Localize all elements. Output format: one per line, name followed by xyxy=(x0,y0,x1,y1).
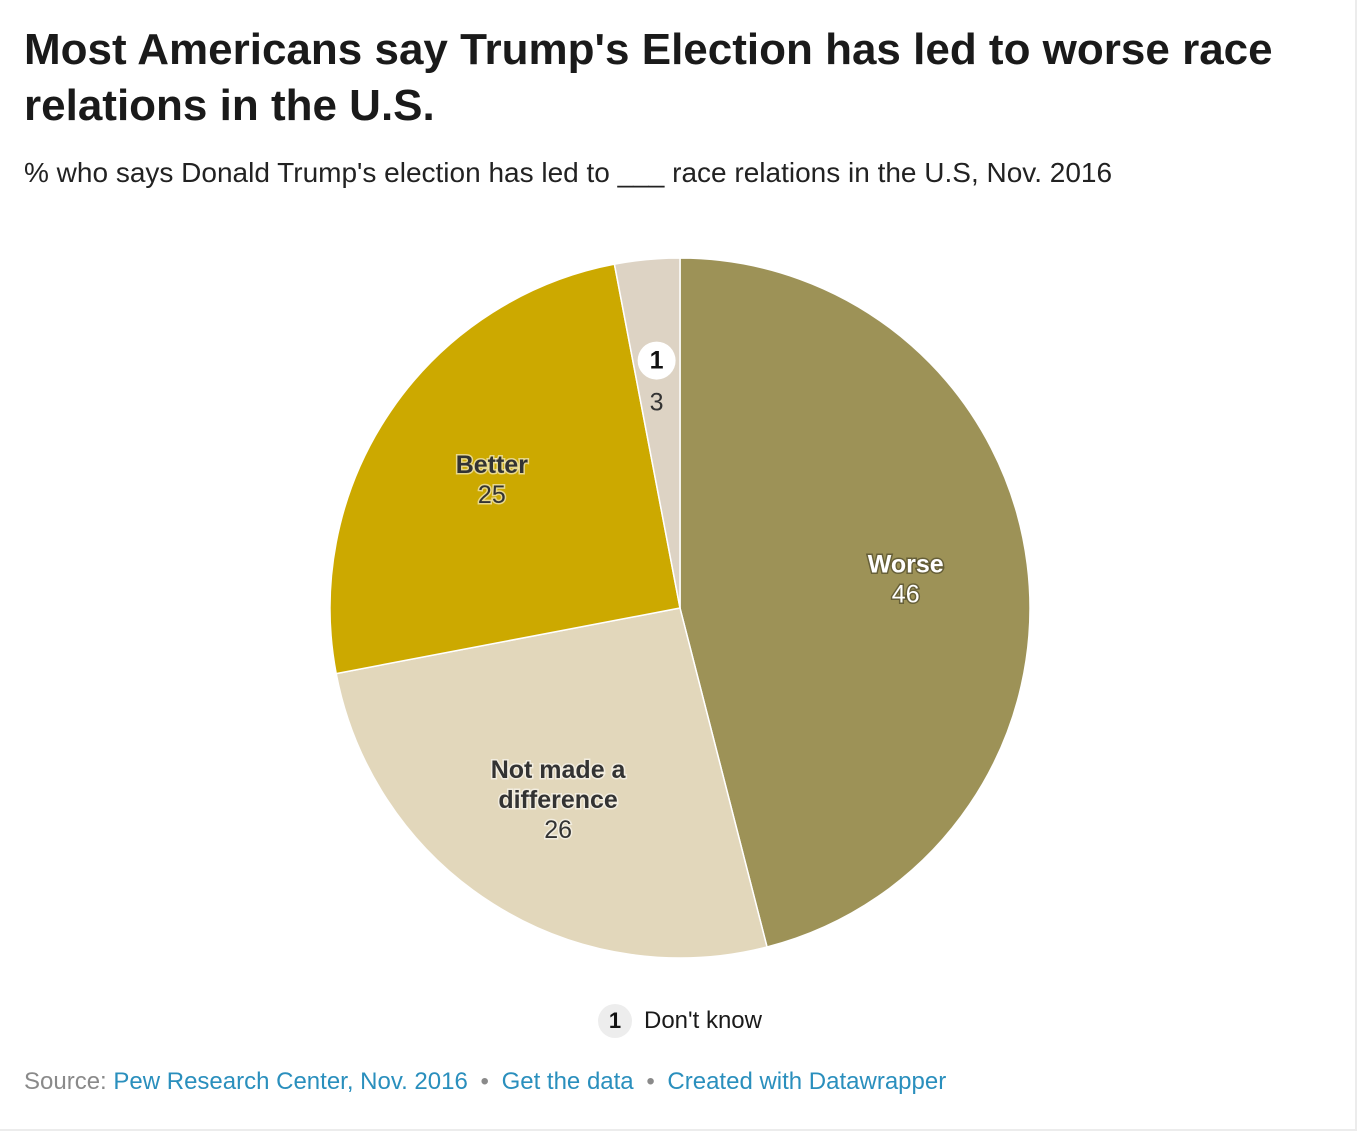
pie-value-label-not-made-a-difference: 26 xyxy=(544,816,572,844)
datawrapper-credit-link[interactable]: Created with Datawrapper xyxy=(667,1068,947,1095)
pie-category-label-not-made-a-difference: difference xyxy=(498,786,618,814)
footer-separator: • xyxy=(646,1068,655,1095)
pie-value-label-worse: 46 xyxy=(892,580,920,608)
chart-footer: Source: Pew Research Center, Nov. 2016 •… xyxy=(24,1066,946,1098)
pie-category-label-worse: Worse xyxy=(868,550,944,578)
chart-title: Most Americans say Trump's Election has … xyxy=(24,25,1273,130)
source-link[interactable]: Pew Research Center, Nov. 2016 xyxy=(113,1068,468,1095)
get-the-data-link[interactable]: Get the data xyxy=(501,1068,634,1095)
footnote-legend-text: Don't know xyxy=(644,1007,762,1034)
pie-slices xyxy=(329,257,1031,959)
pie-slice-not-made-a-difference xyxy=(335,607,768,959)
footnote-marker-label: 1 xyxy=(650,347,664,375)
footnote-legend: 1 Don't know xyxy=(598,1004,762,1038)
chart-subtitle: % who says Donald Trump's election has l… xyxy=(24,157,1113,188)
footnote-marker-circle xyxy=(637,341,676,380)
pie-category-label-not-made-a-difference: Not made a xyxy=(491,756,627,784)
footnote-marker-badge: 1 xyxy=(598,1004,632,1038)
source-prefix: Source: xyxy=(24,1068,107,1095)
pie-category-label-better: Better xyxy=(456,451,529,479)
pie-slice-worse xyxy=(679,257,1031,948)
footer-separator: • xyxy=(480,1068,489,1095)
pie-value-label-better: 25 xyxy=(478,481,506,509)
pie-slice-better xyxy=(329,263,681,675)
pie-value-label-don-t-know: 3 xyxy=(650,389,664,417)
